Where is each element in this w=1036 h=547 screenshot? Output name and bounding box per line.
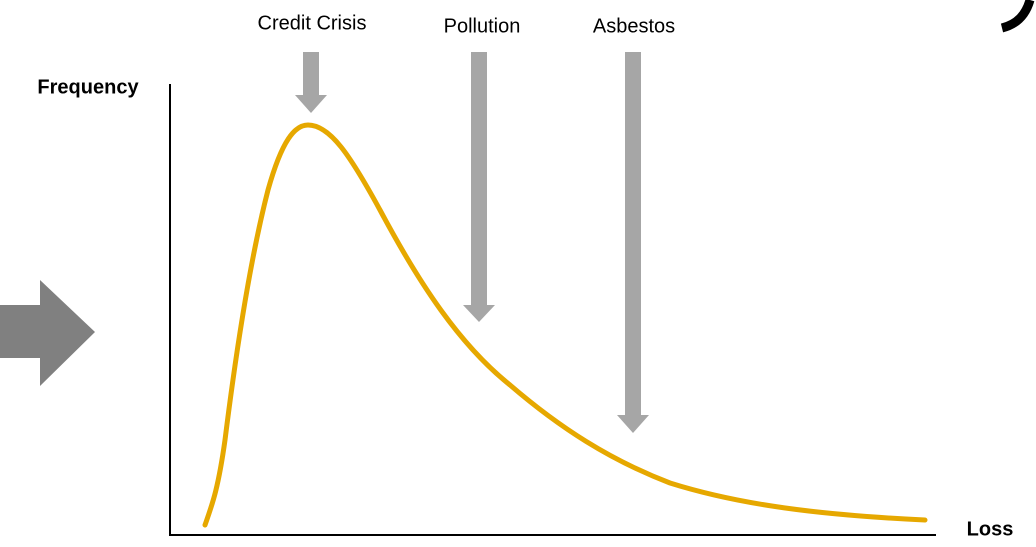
- down-arrow: [617, 52, 649, 433]
- annotation: Pollution: [444, 15, 521, 37]
- annotation: Asbestos: [593, 15, 675, 37]
- distribution-curve: [202, 122, 928, 528]
- annotation: Credit Crisis: [258, 12, 367, 34]
- down-arrow: [295, 52, 327, 113]
- x-axis-label: Loss: [967, 518, 1014, 540]
- decorative-glyph: [1000, 0, 1035, 33]
- left-arrow: [0, 280, 95, 386]
- y-axis-label: Frequency: [37, 76, 139, 98]
- down-arrow: [463, 52, 495, 322]
